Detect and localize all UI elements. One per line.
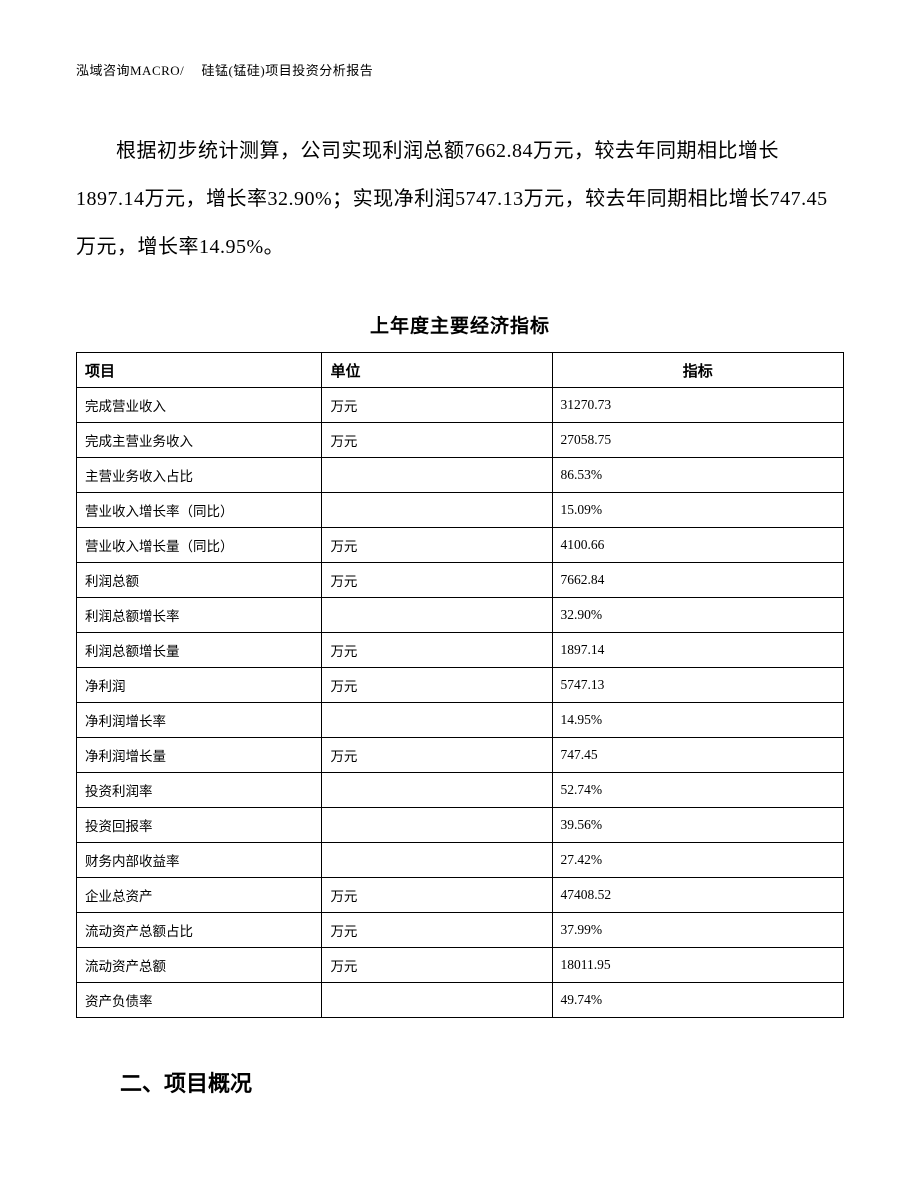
table-row: 利润总额万元7662.84 — [77, 563, 844, 598]
table-row: 利润总额增长率 32.90% — [77, 598, 844, 633]
table-cell — [322, 808, 552, 843]
table-cell: 1897.14 — [552, 633, 843, 668]
table-cell: 净利润 — [77, 668, 322, 703]
table-cell: 投资回报率 — [77, 808, 322, 843]
table-cell: 15.09% — [552, 493, 843, 528]
table-cell — [322, 598, 552, 633]
body-paragraph: 根据初步统计测算，公司实现利润总额7662.84万元，较去年同期相比增长1897… — [76, 127, 844, 271]
table-cell: 31270.73 — [552, 388, 843, 423]
table-cell: 27058.75 — [552, 423, 843, 458]
page-header: 泓域咨询MACRO/ 硅锰(锰硅)项目投资分析报告 — [76, 60, 844, 79]
col-header-indicator: 指标 — [552, 353, 843, 388]
table-cell: 营业收入增长量（同比） — [77, 528, 322, 563]
table-cell: 7662.84 — [552, 563, 843, 598]
table-row: 资产负债率 49.74% — [77, 983, 844, 1018]
table-cell: 万元 — [322, 633, 552, 668]
table-cell: 财务内部收益率 — [77, 843, 322, 878]
table-row: 主营业务收入占比 86.53% — [77, 458, 844, 493]
table-cell: 流动资产总额 — [77, 948, 322, 983]
table-cell: 37.99% — [552, 913, 843, 948]
table-cell: 完成营业收入 — [77, 388, 322, 423]
col-header-unit: 单位 — [322, 353, 552, 388]
table-cell: 万元 — [322, 878, 552, 913]
table-row: 企业总资产万元47408.52 — [77, 878, 844, 913]
table-row: 完成主营业务收入万元27058.75 — [77, 423, 844, 458]
table-cell — [322, 703, 552, 738]
table-cell: 净利润增长率 — [77, 703, 322, 738]
table-cell: 47408.52 — [552, 878, 843, 913]
table-row: 完成营业收入万元31270.73 — [77, 388, 844, 423]
table-cell: 主营业务收入占比 — [77, 458, 322, 493]
table-cell — [322, 843, 552, 878]
table-cell: 营业收入增长率（同比） — [77, 493, 322, 528]
table-cell: 5747.13 — [552, 668, 843, 703]
table-cell: 86.53% — [552, 458, 843, 493]
table-cell: 完成主营业务收入 — [77, 423, 322, 458]
table-cell — [322, 983, 552, 1018]
table-row: 流动资产总额万元18011.95 — [77, 948, 844, 983]
table-cell — [322, 458, 552, 493]
table-cell: 49.74% — [552, 983, 843, 1018]
table-cell: 万元 — [322, 388, 552, 423]
table-cell — [322, 773, 552, 808]
table-cell: 投资利润率 — [77, 773, 322, 808]
table-cell: 企业总资产 — [77, 878, 322, 913]
table-row: 财务内部收益率 27.42% — [77, 843, 844, 878]
table-cell: 14.95% — [552, 703, 843, 738]
table-row: 净利润万元5747.13 — [77, 668, 844, 703]
page: 泓域咨询MACRO/ 硅锰(锰硅)项目投资分析报告 根据初步统计测算，公司实现利… — [0, 0, 920, 1191]
table-cell: 利润总额增长量 — [77, 633, 322, 668]
table-row: 净利润增长率 14.95% — [77, 703, 844, 738]
table-title: 上年度主要经济指标 — [76, 311, 844, 338]
table-cell — [322, 493, 552, 528]
col-header-project: 项目 — [77, 353, 322, 388]
table-cell: 万元 — [322, 738, 552, 773]
table-row: 投资回报率 39.56% — [77, 808, 844, 843]
table-cell: 4100.66 — [552, 528, 843, 563]
table-cell: 39.56% — [552, 808, 843, 843]
table-header-row: 项目 单位 指标 — [77, 353, 844, 388]
table-row: 营业收入增长量（同比）万元4100.66 — [77, 528, 844, 563]
table-cell: 万元 — [322, 528, 552, 563]
table-cell: 万元 — [322, 948, 552, 983]
table-cell: 流动资产总额占比 — [77, 913, 322, 948]
table-cell: 32.90% — [552, 598, 843, 633]
table-row: 流动资产总额占比万元37.99% — [77, 913, 844, 948]
table-row: 利润总额增长量万元1897.14 — [77, 633, 844, 668]
table-cell: 18011.95 — [552, 948, 843, 983]
table-cell: 利润总额增长率 — [77, 598, 322, 633]
economic-indicators-table: 项目 单位 指标 完成营业收入万元31270.73完成主营业务收入万元27058… — [76, 352, 844, 1018]
table-cell: 万元 — [322, 913, 552, 948]
table-row: 营业收入增长率（同比） 15.09% — [77, 493, 844, 528]
table-cell: 净利润增长量 — [77, 738, 322, 773]
table-row: 投资利润率 52.74% — [77, 773, 844, 808]
section-heading: 二、项目概况 — [76, 1066, 844, 1098]
table-row: 净利润增长量万元747.45 — [77, 738, 844, 773]
table-cell: 万元 — [322, 668, 552, 703]
table-cell: 747.45 — [552, 738, 843, 773]
table-cell: 万元 — [322, 423, 552, 458]
table-cell: 万元 — [322, 563, 552, 598]
table-cell: 27.42% — [552, 843, 843, 878]
table-cell: 利润总额 — [77, 563, 322, 598]
table-cell: 资产负债率 — [77, 983, 322, 1018]
table-cell: 52.74% — [552, 773, 843, 808]
